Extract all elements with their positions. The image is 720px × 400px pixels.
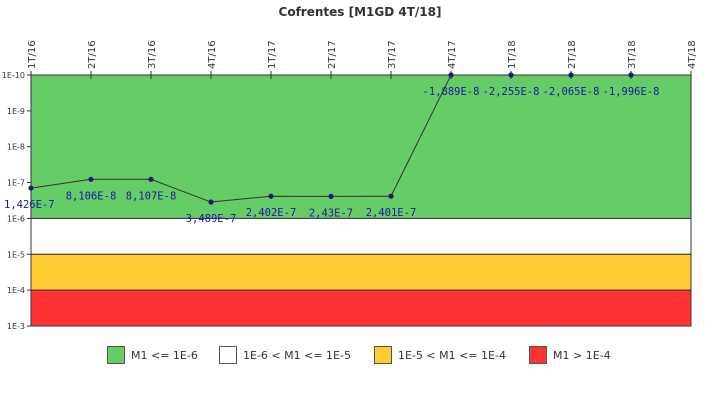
data-label: 8,107E-8: [126, 190, 177, 202]
x-tick-label: 2T/16: [87, 40, 98, 69]
y-tick-label: 1E-10: [2, 71, 25, 80]
data-label: 2,43E-7: [309, 207, 353, 219]
y-tick-label: 1E-8: [7, 143, 25, 152]
legend-swatch-red: [529, 346, 547, 364]
legend-item-yellow: 1E-5 < M1 <= 1E-4: [374, 344, 506, 366]
x-tick-label: 4T/18: [687, 40, 698, 69]
y-tick-label: 1E-6: [7, 214, 25, 223]
data-point: [268, 193, 274, 199]
y-tick-label: 1E-7: [7, 179, 25, 188]
data-label: 3,489E-7: [186, 213, 237, 225]
data-point: [28, 185, 34, 191]
x-tick-label: 4T/16: [207, 40, 218, 69]
y-tick-label: 1E-5: [7, 250, 25, 259]
y-tick-label: 1E-4: [7, 286, 25, 295]
x-tick-label: 3T/18: [627, 40, 638, 69]
legend-label-yellow: 1E-5 < M1 <= 1E-4: [398, 348, 506, 362]
legend-item-red: M1 > 1E-4: [529, 344, 611, 366]
chart-title: Cofrentes [M1GD 4T/18]: [279, 5, 442, 19]
legend-label-green: M1 <= 1E-6: [131, 348, 198, 362]
x-tick-label: 2T/18: [567, 40, 578, 69]
x-tick-label: 1T/16: [27, 40, 38, 69]
band-1: [30, 217, 692, 255]
data-label: 2,401E-7: [366, 207, 417, 219]
data-label: -2,065E-8: [543, 86, 600, 98]
data-point: [388, 193, 394, 199]
data-point: [208, 199, 214, 205]
data-point: [568, 72, 574, 78]
x-tick-label: 1T/17: [267, 40, 278, 69]
x-tick-label: 4T/17: [447, 40, 458, 69]
x-tick-label: 2T/17: [327, 40, 338, 69]
legend-label-red: M1 > 1E-4: [553, 348, 611, 362]
data-point: [328, 193, 334, 199]
data-label: -1,996E-8: [603, 86, 660, 98]
data-point: [628, 72, 634, 78]
legend-swatch-green: [107, 346, 125, 364]
data-label: -1,889E-8: [423, 86, 480, 98]
legend-item-white: 1E-6 < M1 <= 1E-5: [219, 344, 351, 366]
data-point: [448, 72, 454, 78]
data-point: [508, 72, 514, 78]
legend: M1 <= 1E-6 1E-6 < M1 <= 1E-5 1E-5 < M1 <…: [0, 344, 720, 368]
legend-swatch-yellow: [374, 346, 392, 364]
data-point: [148, 176, 154, 182]
data-label: 1,426E-7: [4, 199, 55, 211]
data-point: [88, 176, 94, 182]
data-label: 2,402E-7: [246, 207, 297, 219]
data-label: -2,255E-8: [483, 86, 540, 98]
band-3: [30, 289, 692, 327]
x-tick-label: 3T/16: [147, 40, 158, 69]
x-tick-label: 3T/17: [387, 40, 398, 69]
x-tick-label: 1T/18: [507, 40, 518, 69]
band-2: [30, 253, 692, 291]
legend-swatch-white: [219, 346, 237, 364]
band-0: [30, 74, 692, 219]
y-tick-label: 1E-3: [7, 322, 25, 331]
legend-label-white: 1E-6 < M1 <= 1E-5: [243, 348, 351, 362]
chart: Cofrentes [M1GD 4T/18] 1,426E-7 8,106E-8 8…: [2, 5, 698, 331]
data-label: 8,106E-8: [66, 190, 117, 202]
legend-item-green: M1 <= 1E-6: [107, 344, 198, 366]
y-tick-label: 1E-9: [7, 107, 25, 116]
